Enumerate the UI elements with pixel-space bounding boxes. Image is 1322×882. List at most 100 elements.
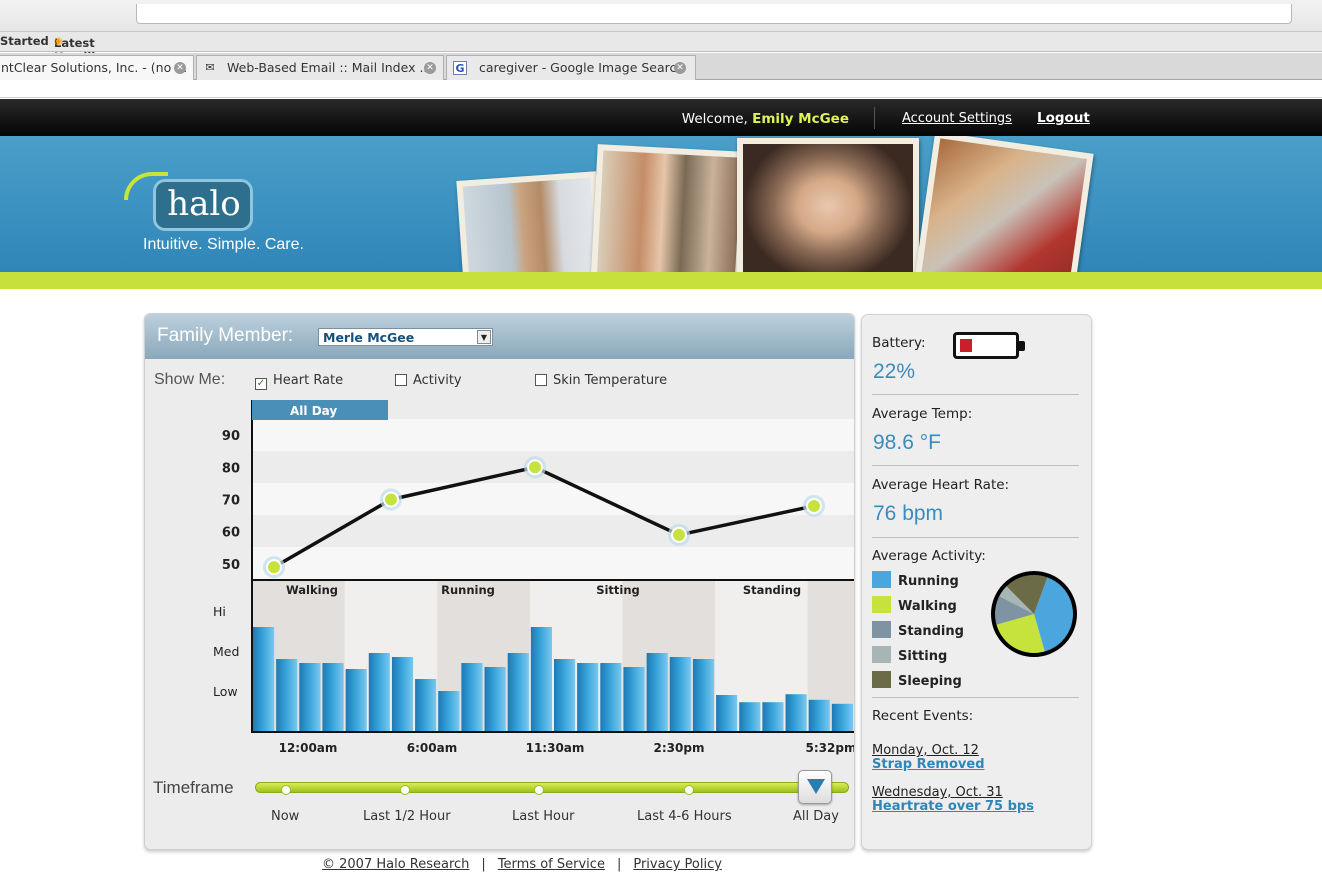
heart-rate-point <box>385 493 397 506</box>
divider <box>872 394 1079 395</box>
address-bar[interactable] <box>136 4 1292 24</box>
legend-swatch <box>872 646 891 663</box>
tab-google[interactable]: G caregiver - Google Image Search ✕ <box>446 55 696 80</box>
battery-value: 22% <box>873 360 916 383</box>
close-icon[interactable]: ✕ <box>674 62 686 74</box>
slider-stop[interactable] <box>281 785 291 795</box>
event-link[interactable]: Heartrate over 75 bps <box>872 799 1034 814</box>
slider-stop[interactable] <box>534 785 544 795</box>
timeframe-option-all-day[interactable]: All Day <box>793 809 839 824</box>
activity-checkbox[interactable]: Activity <box>395 373 462 388</box>
skin-temperature-label: Skin Temperature <box>553 373 668 388</box>
x-tick-label: 2:30pm <box>654 741 705 755</box>
activity-pie-chart <box>991 571 1077 657</box>
line-grid-band <box>252 483 854 515</box>
heart-rate-checkbox[interactable]: ✓ Heart Rate <box>255 373 343 390</box>
activity-bar <box>368 653 390 731</box>
timeframe-option-now[interactable]: Now <box>271 809 300 824</box>
heart-rate-line <box>263 456 825 579</box>
site-topbar: Welcome, Emily McGee Account Settings Lo… <box>0 99 1322 136</box>
checkbox-checked-icon[interactable]: ✓ <box>255 378 267 390</box>
account-settings-link[interactable]: Account Settings <box>902 111 1012 126</box>
activity-bar <box>716 695 738 731</box>
activity-bar <box>808 699 830 731</box>
timeframe-slider-handle[interactable] <box>798 770 832 804</box>
activity-bar <box>739 702 761 731</box>
activity-bar <box>692 659 715 731</box>
timeframe-slider[interactable] <box>255 782 849 793</box>
close-icon[interactable]: ✕ <box>174 62 186 74</box>
activity-bar <box>322 663 344 731</box>
y-tick-label: 70 <box>222 494 240 509</box>
pie-border <box>991 571 1077 657</box>
welcome-message: Welcome, Emily McGee <box>682 111 849 127</box>
banner-photo-man <box>456 171 604 272</box>
battery-level-fill <box>960 339 972 352</box>
legend-item: Running <box>872 571 959 589</box>
terms-link[interactable]: Terms of Service <box>497 857 605 872</box>
rss-icon: ◉ <box>54 36 63 47</box>
heart-rate-point <box>268 561 280 574</box>
activity-bar <box>577 663 599 731</box>
user-name: Emily McGee <box>752 111 849 127</box>
slider-stop[interactable] <box>400 785 410 795</box>
tab-title: ntClear Solutions, Inc. - (no ... <box>1 60 188 75</box>
pie-slice <box>993 595 1034 626</box>
mail-favicon-icon: ✉ <box>205 61 215 74</box>
triangle-down-icon <box>807 779 825 794</box>
legend-swatch <box>872 671 891 688</box>
chart-axes <box>251 400 854 733</box>
avg-activity-label: Average Activity: <box>872 548 986 564</box>
banner-stripe <box>0 272 1322 289</box>
heart-rate-point <box>673 528 685 541</box>
monitor-panel: Family Member: Merle McGee ▼ Show Me: ✓ H… <box>144 313 855 850</box>
avg-temp-value: 98.6 °F <box>873 431 941 454</box>
logo-badge <box>153 179 253 231</box>
heart-rate-point <box>529 461 541 474</box>
battery-icon <box>953 332 1025 359</box>
x-tick-label: 11:30am <box>526 741 585 755</box>
activity-bar <box>253 627 275 731</box>
series-tab-label: All Day <box>290 404 337 418</box>
line-grid-band <box>252 451 854 483</box>
footer-separator: | <box>616 857 622 872</box>
checkbox-icon[interactable] <box>535 374 547 386</box>
legend-label: Sleeping <box>898 674 962 689</box>
activity-bar <box>507 653 529 731</box>
checkbox-icon[interactable] <box>395 374 407 386</box>
timeframe-option-4-6-hours[interactable]: Last 4-6 Hours <box>637 809 732 824</box>
skin-temperature-checkbox[interactable]: Skin Temperature <box>535 373 667 388</box>
slider-stop[interactable] <box>684 785 694 795</box>
privacy-link[interactable]: Privacy Policy <box>633 857 722 872</box>
avg-heart-rate-value: 76 bpm <box>873 502 944 525</box>
page-top-gap <box>0 80 1322 98</box>
event-link[interactable]: Strap Removed <box>872 757 985 772</box>
line-grid-band <box>252 515 854 547</box>
banner: halo Intuitive. Simple. Care. <box>0 136 1322 272</box>
legend-item: Sitting <box>872 646 947 664</box>
logo[interactable]: halo <box>167 184 241 224</box>
topbar-divider <box>874 107 875 129</box>
tab-webmail[interactable]: ✉ Web-Based Email :: Mail Index ... ✕ <box>196 55 444 80</box>
activity-level-label: Low <box>213 684 238 699</box>
tab-solutions[interactable]: ntClear Solutions, Inc. - (no ... ✕ <box>0 55 194 80</box>
stats-sidebar: Battery: 22% Average Temp: 98.6 °F Avera… <box>861 314 1092 850</box>
activity-bar <box>276 659 298 731</box>
activity-band-label: Walking <box>286 583 338 597</box>
legend-label: Running <box>898 574 959 589</box>
y-tick-label: 60 <box>222 526 240 541</box>
event-date[interactable]: Monday, Oct. 12 <box>872 743 979 758</box>
family-member-select[interactable]: Merle McGee ▼ <box>318 328 493 346</box>
timeframe-option-hour[interactable]: Last Hour <box>512 809 575 824</box>
close-icon[interactable]: ✕ <box>424 62 436 74</box>
activity-bar <box>461 663 483 731</box>
activity-bar <box>391 657 414 731</box>
legend-label: Sitting <box>898 649 948 664</box>
timeframe-option-half-hour[interactable]: Last 1/2 Hour <box>363 809 451 824</box>
copyright-link[interactable]: © 2007 Halo Research <box>322 857 470 872</box>
event-date[interactable]: Wednesday, Oct. 31 <box>872 785 1003 800</box>
bookmark-started[interactable]: Started <box>0 34 49 48</box>
logout-link[interactable]: Logout <box>1037 110 1090 126</box>
avg-heart-rate-label: Average Heart Rate: <box>872 477 1010 493</box>
dropdown-arrow-icon[interactable]: ▼ <box>477 330 491 344</box>
